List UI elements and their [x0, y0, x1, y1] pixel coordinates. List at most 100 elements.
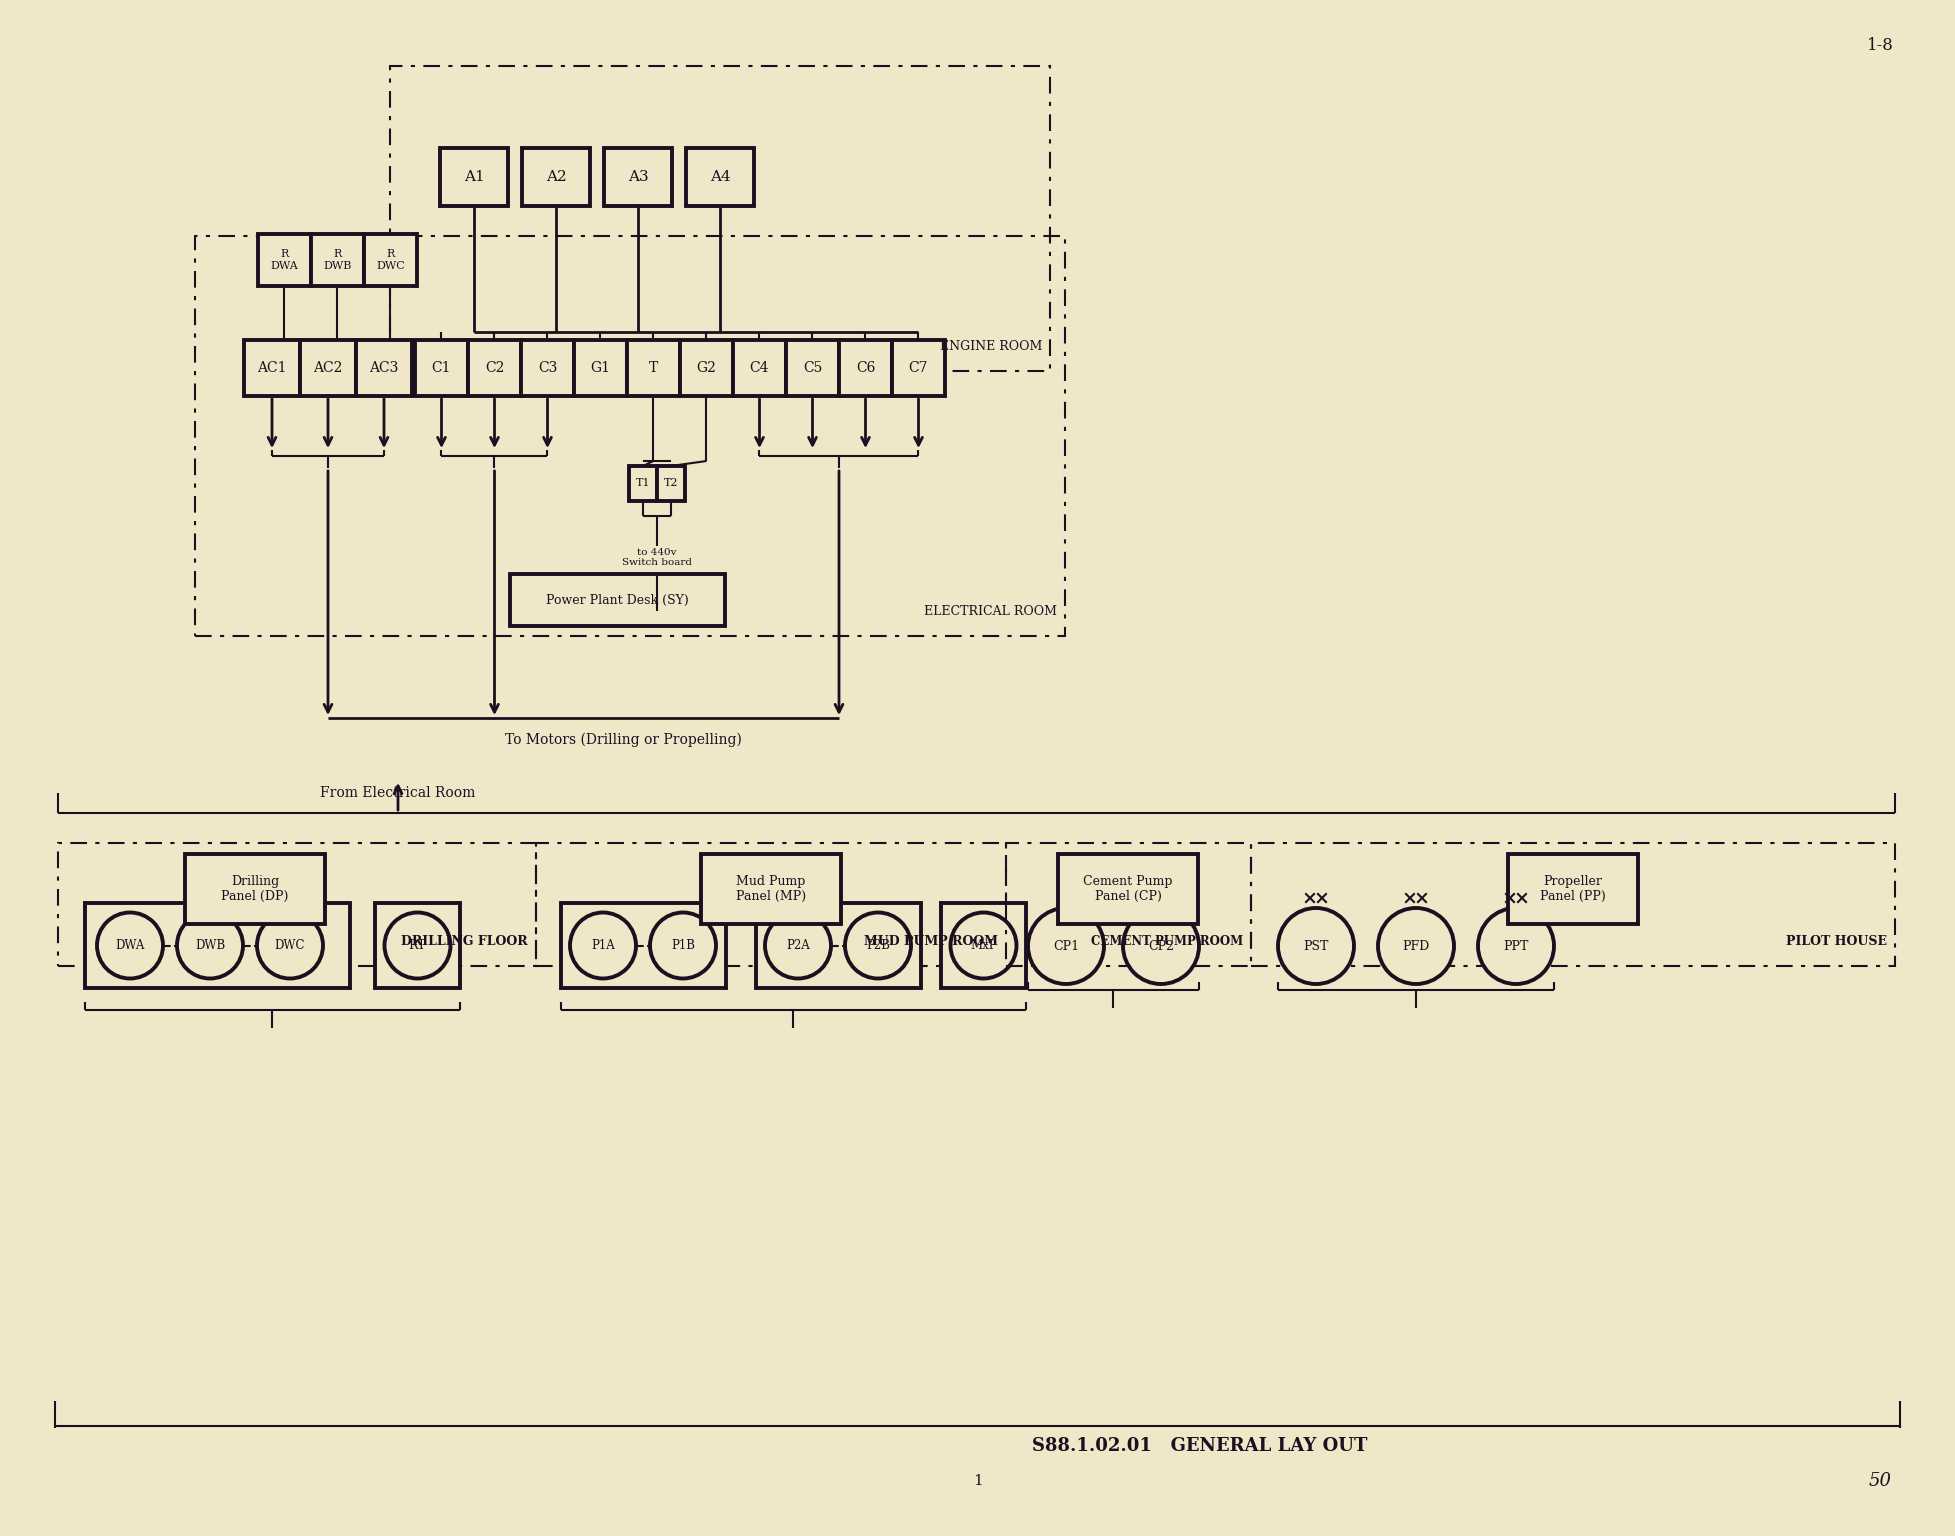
Text: T1: T1	[635, 479, 651, 488]
Text: From Electrical Room: From Electrical Room	[321, 786, 475, 800]
Bar	[510, 574, 725, 627]
Circle shape	[98, 912, 162, 978]
Text: C6: C6	[856, 361, 876, 375]
Bar	[1007, 843, 1251, 966]
Bar	[657, 465, 684, 501]
Bar	[575, 339, 628, 396]
Bar	[786, 339, 839, 396]
Circle shape	[1478, 908, 1554, 985]
Text: 50: 50	[1869, 1471, 1892, 1490]
Text: C3: C3	[538, 361, 557, 375]
Circle shape	[256, 912, 323, 978]
Text: A2: A2	[545, 170, 567, 184]
Text: DWA: DWA	[115, 938, 145, 952]
Text: AC3: AC3	[369, 361, 399, 375]
Text: C2: C2	[485, 361, 504, 375]
Bar	[440, 147, 508, 206]
Bar	[196, 237, 1065, 636]
Circle shape	[385, 912, 450, 978]
Bar	[414, 339, 467, 396]
Circle shape	[178, 912, 242, 978]
Text: ELECTRICAL ROOM: ELECTRICAL ROOM	[925, 605, 1058, 617]
Bar	[311, 233, 364, 286]
Text: RT: RT	[409, 938, 426, 952]
Bar	[1251, 843, 1894, 966]
Bar	[702, 854, 841, 925]
Circle shape	[764, 912, 831, 978]
Text: CP2: CP2	[1148, 940, 1175, 952]
Bar	[522, 147, 590, 206]
Text: G1: G1	[590, 361, 610, 375]
Bar	[628, 339, 680, 396]
Bar	[186, 854, 325, 925]
Text: R
DWC: R DWC	[375, 249, 405, 270]
Text: CP1: CP1	[1054, 940, 1079, 952]
Bar	[536, 843, 1007, 966]
Text: P2A: P2A	[786, 938, 809, 952]
Text: G2: G2	[696, 361, 716, 375]
Bar	[1507, 854, 1638, 925]
Circle shape	[1028, 908, 1105, 985]
Text: R
DWA: R DWA	[270, 249, 299, 270]
Text: 1: 1	[974, 1475, 983, 1488]
Text: AC1: AC1	[258, 361, 287, 375]
Text: PILOT HOUSE: PILOT HOUSE	[1787, 935, 1887, 948]
Text: PST: PST	[1304, 940, 1329, 952]
Text: MUD PUMP ROOM: MUD PUMP ROOM	[864, 935, 997, 948]
Text: Propeller
Panel (PP): Propeller Panel (PP)	[1541, 876, 1605, 903]
Text: T2: T2	[665, 479, 678, 488]
Text: DWC: DWC	[276, 938, 305, 952]
Circle shape	[571, 912, 635, 978]
Text: DRILLING FLOOR: DRILLING FLOOR	[401, 935, 528, 948]
Bar	[520, 339, 575, 396]
Text: P1A: P1A	[590, 938, 616, 952]
Bar	[364, 233, 416, 286]
Text: to 440v
Switch board: to 440v Switch board	[622, 548, 692, 567]
Text: A4: A4	[710, 170, 731, 184]
Text: S88.1.02.01   GENERAL LAY OUT: S88.1.02.01 GENERAL LAY OUT	[1032, 1438, 1368, 1455]
Bar	[630, 465, 657, 501]
Bar	[244, 339, 299, 396]
Bar	[891, 339, 944, 396]
Circle shape	[649, 912, 716, 978]
Bar	[258, 233, 311, 286]
Bar	[686, 147, 755, 206]
Text: P2B: P2B	[866, 938, 890, 952]
Circle shape	[1122, 908, 1198, 985]
Text: C1: C1	[432, 361, 452, 375]
Bar	[680, 339, 733, 396]
Text: Power Plant Desk (SY): Power Plant Desk (SY)	[545, 593, 688, 607]
Text: Mud Pump
Panel (MP): Mud Pump Panel (MP)	[735, 876, 805, 903]
Bar	[733, 339, 786, 396]
Text: R
DWB: R DWB	[323, 249, 352, 270]
Text: ENGINE ROOM: ENGINE ROOM	[940, 339, 1042, 353]
Text: PPT: PPT	[1503, 940, 1529, 952]
Bar	[389, 66, 1050, 372]
Text: A3: A3	[628, 170, 649, 184]
Bar	[604, 147, 673, 206]
Circle shape	[1279, 908, 1355, 985]
Text: MxP: MxP	[970, 938, 997, 952]
Text: C4: C4	[751, 361, 768, 375]
Text: P1B: P1B	[671, 938, 694, 952]
Bar	[757, 903, 921, 988]
Bar	[940, 903, 1026, 988]
Bar	[1058, 854, 1198, 925]
Text: 1-8: 1-8	[1867, 37, 1894, 54]
Text: C7: C7	[909, 361, 929, 375]
Bar	[356, 339, 413, 396]
Text: Drilling
Panel (DP): Drilling Panel (DP)	[221, 876, 289, 903]
Text: DWB: DWB	[196, 938, 225, 952]
Circle shape	[950, 912, 1017, 978]
Text: To Motors (Drilling or Propelling): To Motors (Drilling or Propelling)	[504, 733, 743, 748]
Text: T: T	[649, 361, 659, 375]
Text: CEMENT PUMP ROOM: CEMENT PUMP ROOM	[1091, 935, 1243, 948]
Bar	[467, 339, 520, 396]
Text: Cement Pump
Panel (CP): Cement Pump Panel (CP)	[1083, 876, 1173, 903]
Text: A1: A1	[463, 170, 485, 184]
Bar	[299, 339, 356, 396]
Circle shape	[1378, 908, 1455, 985]
Bar	[839, 339, 891, 396]
Bar	[375, 903, 459, 988]
Bar	[84, 903, 350, 988]
